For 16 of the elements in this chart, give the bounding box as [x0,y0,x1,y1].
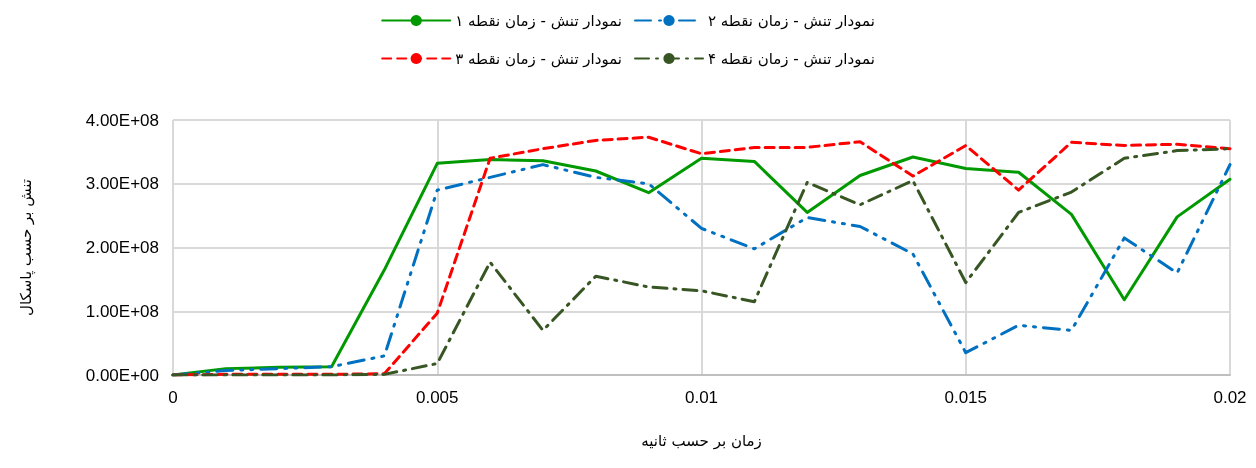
x-tick-label: 0.02 [1213,388,1247,407]
x-axis-title: زمان بر حسب ثانیه [641,431,762,450]
y-tick-label: 2.00E+08 [85,238,159,257]
y-tick-label: 0.00E+00 [85,365,159,385]
y-tick-label: 4.00E+08 [85,110,159,130]
x-tick-label: 0 [168,388,178,407]
legend-label: نمودار تنش - زمان نقطه ۱ [455,11,623,30]
legend-label: نمودار تنش - زمان نقطه ۳ [455,49,623,68]
legend-label: نمودار تنش - زمان نقطه ۲ [708,11,875,30]
x-tick-label: 0.005 [415,388,459,407]
y-axis-title: تنش بر حسب پاسکال [16,178,36,317]
x-tick-label: 0.015 [944,388,988,407]
y-tick-label: 3.00E+08 [85,174,159,194]
legend-label: نمودار تنش - زمان نقطه ۴ [708,49,875,68]
x-tick-label: 0.01 [684,388,719,407]
y-tick-label: 1.00E+08 [85,301,159,321]
